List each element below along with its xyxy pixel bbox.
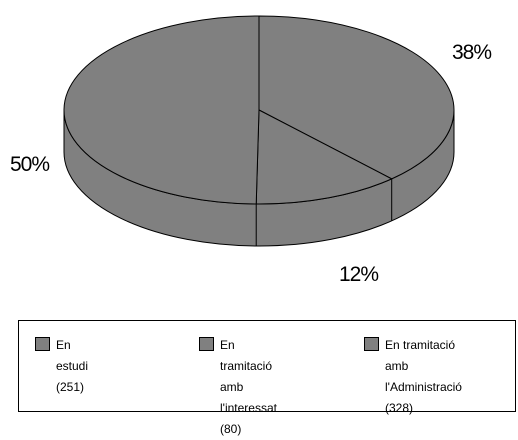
slice-label-interessat: 12% <box>339 263 378 286</box>
legend-label: En estudi (251) <box>56 338 89 394</box>
slice-label-administracio: 50% <box>10 153 49 176</box>
legend-swatch <box>199 337 214 351</box>
slice-administracio <box>63 15 260 205</box>
pie-chart: 38% 12% 50% <box>10 15 492 286</box>
legend: En estudi (251) En tramitació amb l'inter… <box>18 320 516 436</box>
slice-en-estudi <box>258 15 455 180</box>
slice-label-en-estudi: 38% <box>452 41 491 64</box>
slice-interessat <box>255 109 393 205</box>
legend-label: En tramitació amb l'interessat (80) <box>220 338 277 436</box>
legend-swatch <box>364 337 379 351</box>
pie-top <box>63 15 455 205</box>
legend-label: En tramitació amb l'Administració (328) <box>385 338 462 415</box>
legend-swatch <box>35 337 50 351</box>
